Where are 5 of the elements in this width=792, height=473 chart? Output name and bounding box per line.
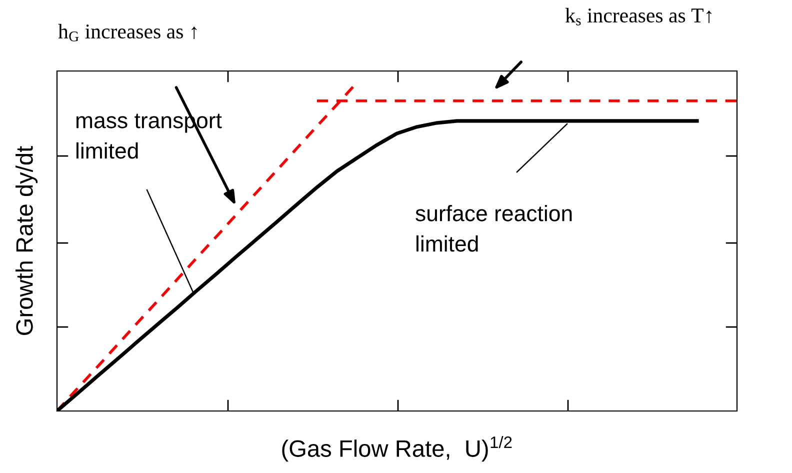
y-axis-title: Growth Rate dy/dt [16,146,38,335]
text: h$_{G}$ increases as ↑ [58,24,197,42]
x-axis-title: (Gas Flow Rate, U)$^{1/2}$ [282,436,512,462]
annotation: surface reaction limited [416,205,572,252]
text: k$_{s}$ increases as T↑ [565,8,712,26]
